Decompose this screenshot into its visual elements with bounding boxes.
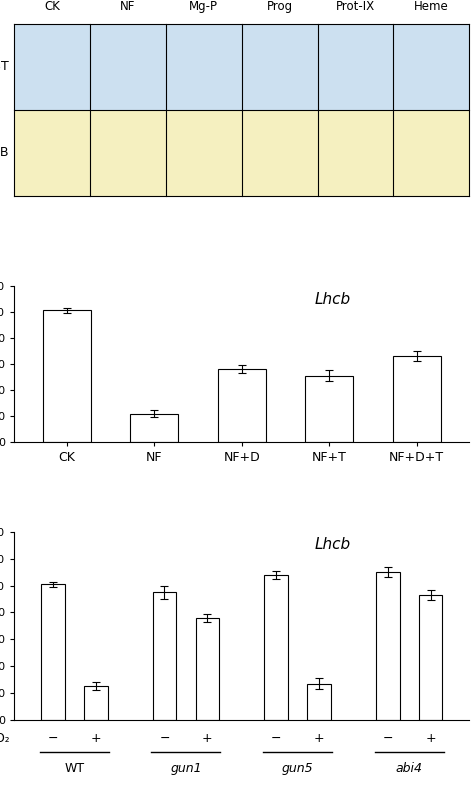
Text: NBT: NBT xyxy=(0,60,9,74)
Text: Mg-P: Mg-P xyxy=(189,0,219,13)
Bar xyxy=(218,369,266,442)
Text: −: − xyxy=(159,732,170,745)
Bar xyxy=(84,687,108,720)
Text: CK: CK xyxy=(44,0,60,13)
Text: −: − xyxy=(383,732,393,745)
Bar xyxy=(14,24,90,110)
Text: gun5: gun5 xyxy=(282,763,313,775)
Text: NF: NF xyxy=(120,0,136,13)
Bar xyxy=(419,595,442,720)
Text: Prot-IX: Prot-IX xyxy=(336,0,375,13)
Bar xyxy=(242,24,318,110)
Bar xyxy=(90,24,166,110)
Bar xyxy=(166,24,242,110)
Bar xyxy=(153,592,176,720)
Text: Lhcb: Lhcb xyxy=(315,292,351,307)
Bar xyxy=(393,110,469,196)
Bar xyxy=(305,376,353,442)
Bar xyxy=(90,110,166,196)
Bar xyxy=(242,110,318,196)
Bar xyxy=(318,110,393,196)
Text: gun1: gun1 xyxy=(170,763,202,775)
Text: abi4: abi4 xyxy=(396,763,423,775)
Text: H₂O₂: H₂O₂ xyxy=(0,732,10,745)
Bar xyxy=(43,310,91,442)
Bar xyxy=(318,24,393,110)
Bar xyxy=(264,575,288,720)
Text: −: − xyxy=(271,732,282,745)
Bar xyxy=(376,572,400,720)
Bar xyxy=(393,24,469,110)
Text: Heme: Heme xyxy=(414,0,449,13)
Bar xyxy=(14,110,90,196)
Bar xyxy=(166,110,242,196)
Text: +: + xyxy=(202,732,213,745)
Bar xyxy=(130,414,178,442)
Text: Prog: Prog xyxy=(266,0,293,13)
Text: +: + xyxy=(314,732,324,745)
Text: +: + xyxy=(91,732,101,745)
Bar xyxy=(307,683,331,720)
Text: +: + xyxy=(425,732,436,745)
Bar xyxy=(41,585,64,720)
Text: DAB: DAB xyxy=(0,146,9,160)
Bar xyxy=(196,618,219,720)
Text: WT: WT xyxy=(64,763,84,775)
Text: Lhcb: Lhcb xyxy=(315,538,351,552)
Bar xyxy=(392,356,441,442)
Text: −: − xyxy=(47,732,58,745)
